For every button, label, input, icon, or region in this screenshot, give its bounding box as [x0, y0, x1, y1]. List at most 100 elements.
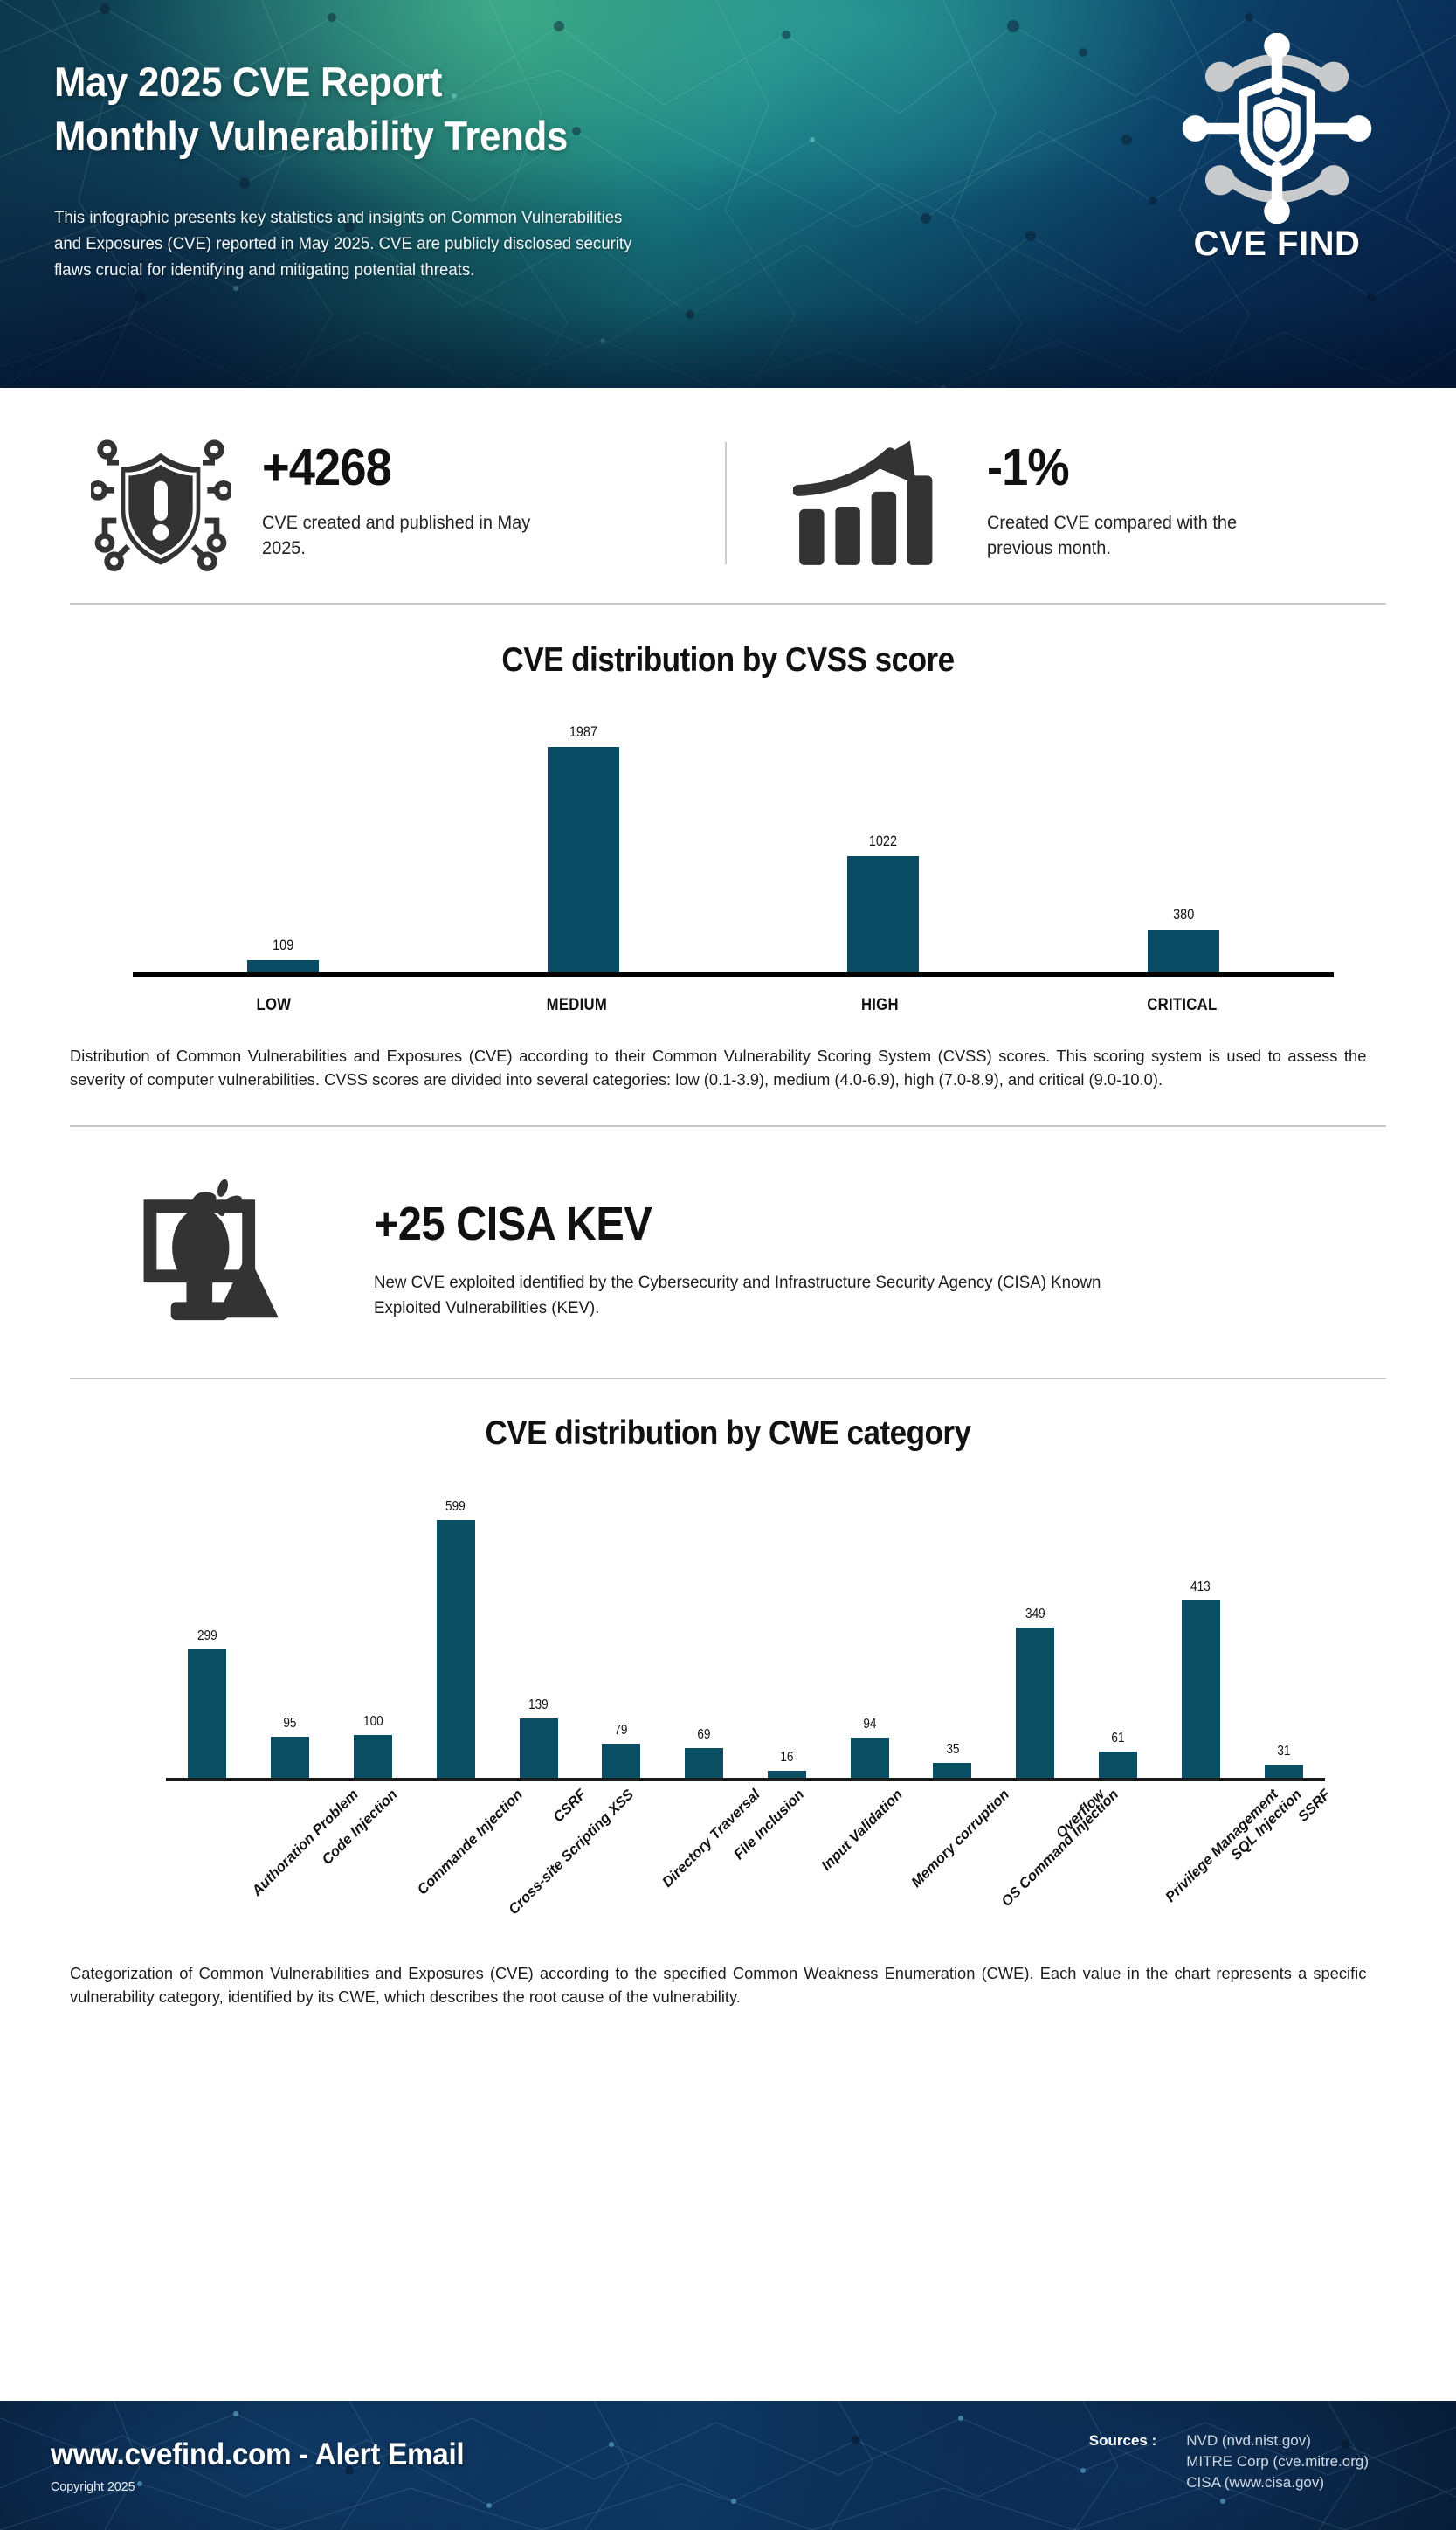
footer-network-pattern: [0, 2401, 1456, 2530]
cwe-bar-value: 69: [697, 1726, 711, 1742]
cwe-bar-column: 349: [994, 1484, 1077, 1778]
cwe-bar-column: 94: [828, 1484, 911, 1778]
cwe-category-label: Privilege Management: [1163, 1786, 1281, 1905]
cwe-category-label: Memory corruption: [907, 1786, 1012, 1891]
cvss-bar-value: 1987: [569, 723, 597, 740]
cwe-bar: [1016, 1627, 1055, 1778]
page-title-line2: Monthly Vulnerability Trends: [54, 112, 569, 159]
cvss-bar-column: 380: [1033, 715, 1334, 972]
cvss-chart-title: CVE distribution by CVSS score: [501, 641, 955, 679]
cwe-bar-column: 35: [911, 1484, 994, 1778]
cvss-x-axis: [133, 972, 1334, 977]
cwe-bar: [602, 1743, 641, 1778]
cwe-bar-column: 79: [580, 1484, 663, 1778]
cwe-bar-column: 31: [1242, 1484, 1325, 1778]
cvss-category-label: LOW: [256, 996, 292, 1014]
cvss-category-label: CRITICAL: [1147, 996, 1218, 1014]
stat-card-cve-change: -1% Created CVE compared with the previo…: [727, 433, 1395, 568]
cwe-category-label: CSRF: [549, 1786, 590, 1826]
header-description: This infographic presents key statistics…: [54, 207, 632, 280]
cwe-bar-value: 299: [197, 1628, 217, 1643]
cwe-bar-value: 139: [528, 1697, 549, 1712]
page-title-line1: May 2025 CVE Report: [54, 59, 443, 105]
cwe-bar: [436, 1519, 475, 1778]
bar-chart-growth-arrow-icon: [786, 433, 961, 568]
cwe-bar-column: 100: [332, 1484, 415, 1778]
cwe-bar-value: 100: [362, 1713, 383, 1729]
cwe-bar: [933, 1762, 972, 1778]
cvss-bar-column: 109: [133, 715, 433, 972]
cwe-bar-column: 61: [1077, 1484, 1160, 1778]
shield-network-target-icon: [1182, 32, 1372, 225]
sources-label: Sources :: [1088, 2431, 1157, 2449]
cwe-bar: [850, 1737, 889, 1778]
cvss-bar-column: 1987: [433, 715, 734, 972]
cwe-bar: [1098, 1751, 1137, 1778]
cwe-bar-column: 95: [249, 1484, 332, 1778]
cwe-bar-column: 599: [414, 1484, 497, 1778]
cwe-bar-chart: 299 95 100 599 139 79 69 16 94 35 349 61 413 31: [166, 1484, 1325, 1781]
cwe-bar-column: 69: [663, 1484, 746, 1778]
kev-value: +25 CISA KEV: [374, 1198, 652, 1251]
cwe-bar: [271, 1736, 310, 1778]
cwe-chart-title: CVE distribution by CWE category: [485, 1414, 971, 1452]
page-title: May 2025 CVE Report Monthly Vulnerabilit…: [54, 0, 1308, 161]
cwe-bar: [685, 1747, 724, 1778]
cwe-category-label: Commande Injection: [414, 1786, 526, 1898]
shield-alert-circuit-icon: [86, 433, 236, 577]
cwe-bar-value: 599: [445, 1498, 466, 1514]
cwe-bar-column: 299: [166, 1484, 249, 1778]
cwe-category-label: SSRF: [1294, 1786, 1334, 1825]
cwe-bar: [1181, 1600, 1220, 1778]
kev-description: New CVE exploited identified by the Cybe…: [374, 1273, 1101, 1318]
cvss-bar-chart: 109 1987 1022 380: [114, 715, 1342, 977]
cve-find-logo: CVE FIND: [1163, 32, 1391, 264]
cvss-bar: [547, 747, 619, 972]
cwe-bar: [353, 1734, 392, 1778]
cwe-bar: [1264, 1764, 1303, 1778]
cvss-bar-value: 1022: [869, 833, 898, 849]
cvss-caption: Distribution of Common Vulnerabilities a…: [70, 1047, 1367, 1089]
cvss-section: CVE distribution by CVSS score 109 1987 10…: [0, 605, 1456, 1092]
cvss-bar-value: 109: [272, 937, 293, 953]
cwe-bar: [188, 1649, 227, 1778]
cwe-bar-value: 35: [945, 1741, 959, 1757]
cvss-category-labels: LOW MEDIUM HIGH CRITICAL: [122, 996, 1334, 1015]
divider-3: [70, 1377, 1386, 1379]
cwe-bar: [519, 1718, 558, 1778]
footer-sources: Sources : NVD (nvd.nist.gov) MITRE Corp (…: [1089, 2430, 1456, 2500]
stats-row: +4268 CVE created and published in May 2…: [0, 388, 1456, 603]
cvss-category-label: HIGH: [860, 996, 899, 1014]
cwe-x-axis: [166, 1777, 1325, 1781]
cvss-bar-column: 1022: [734, 715, 1034, 972]
kev-section: +25 CISA KEV New CVE exploited identifie…: [0, 1127, 1456, 1378]
cvss-bar-value: 380: [1173, 906, 1195, 923]
cwe-bar-value: 413: [1190, 1579, 1211, 1594]
cwe-bar-value: 61: [1111, 1730, 1125, 1745]
stat-value-cve-change: -1%: [987, 439, 1070, 496]
cvss-bar: [1148, 930, 1220, 972]
source-item: MITRE Corp (cve.mitre.org): [1186, 2452, 1369, 2470]
logo-text: CVE FIND: [1193, 225, 1361, 263]
sources-list: NVD (nvd.nist.gov) MITRE Corp (cve.mitre.…: [1186, 2430, 1369, 2493]
cwe-category-label: Input Validation: [818, 1786, 906, 1874]
cwe-bar-column: 413: [1159, 1484, 1242, 1778]
cvss-bar: [847, 856, 920, 972]
cwe-bar-value: 31: [1276, 1743, 1291, 1759]
stat-value-cve-created: +4268: [262, 439, 392, 496]
cwe-bar-column: 16: [745, 1484, 828, 1778]
cwe-section: CVE distribution by CWE category 299 95 10…: [0, 1379, 1456, 2009]
cwe-bar-value: 349: [1025, 1606, 1045, 1621]
cwe-category-label: OS Command Injection: [998, 1786, 1122, 1910]
stat-card-cve-created: +4268 CVE created and published in May 2…: [61, 433, 725, 577]
cwe-bar-value: 95: [283, 1715, 297, 1731]
stat-label-cve-change: Created CVE compared with the previous m…: [987, 513, 1238, 558]
cwe-category-labels: Authoration Problem Code Injection Command…: [166, 1781, 1333, 1960]
source-item: NVD (nvd.nist.gov): [1186, 2431, 1311, 2449]
divider-1: [70, 603, 1386, 605]
page-footer: www.cvefind.com - Alert Email Copyright …: [0, 2401, 1456, 2530]
footer-url[interactable]: www.cvefind.com - Alert Email: [51, 2437, 465, 2471]
stat-label-cve-created: CVE created and published in May 2025.: [262, 513, 531, 558]
footer-copyright: Copyright 2025: [51, 2478, 135, 2494]
divider-2: [70, 1124, 1386, 1127]
